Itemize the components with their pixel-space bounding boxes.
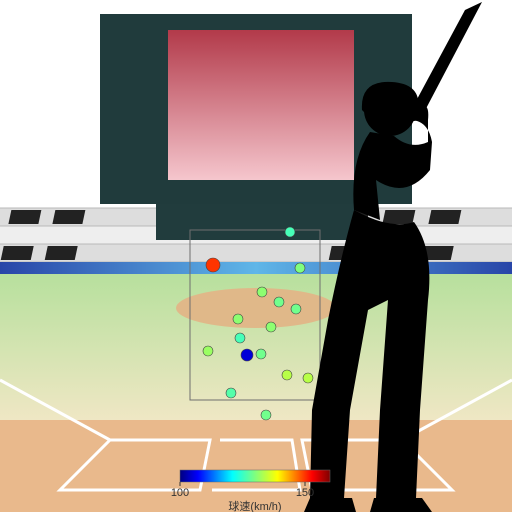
pitch-point <box>303 373 313 383</box>
pitch-point <box>295 263 305 273</box>
pitch-point <box>206 258 220 272</box>
pitch-point <box>266 322 276 332</box>
pitch-point <box>241 349 253 361</box>
pitch-point <box>226 388 236 398</box>
pitch-point <box>274 297 284 307</box>
colorbar-label: 球速(km/h) <box>228 499 281 512</box>
colorbar-tick-label: 150 <box>296 487 314 499</box>
pitch-point <box>256 349 266 359</box>
pitch-point <box>285 227 295 237</box>
pitch-location-chart: 100 150 球速(km/h) <box>0 0 512 512</box>
colorbar-tick-label: 100 <box>171 487 189 499</box>
pitch-point <box>282 370 292 380</box>
pitch-point <box>257 287 267 297</box>
pitch-point <box>291 304 301 314</box>
pitch-point <box>235 333 245 343</box>
pitch-point <box>261 410 271 420</box>
chart-svg: 100 150 球速(km/h) <box>0 0 512 512</box>
pitch-point <box>233 314 243 324</box>
pitch-point <box>203 346 213 356</box>
